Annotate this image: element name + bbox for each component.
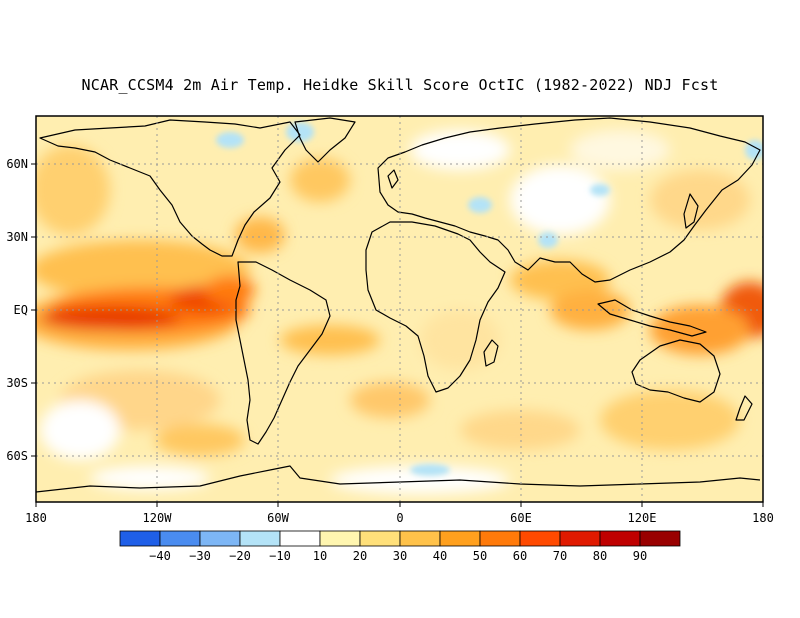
lat-label: 30S <box>6 376 28 390</box>
lat-label: 60S <box>6 449 28 463</box>
colorbar-swatch <box>519 530 561 547</box>
colorbar-swatch <box>279 530 321 547</box>
new-zealand-outline <box>735 395 753 421</box>
lat-label: 60N <box>6 157 28 171</box>
colorbar-swatch <box>399 530 441 547</box>
south-america-outline <box>235 261 331 445</box>
europe-asia-outline <box>377 117 761 283</box>
colorbar-swatch <box>199 530 241 547</box>
colorbar-swatch <box>239 530 281 547</box>
colorbar-swatch <box>559 530 601 547</box>
colorbar-label: −30 <box>189 549 211 563</box>
lon-label: 0 <box>396 511 403 525</box>
colorbar-swatch <box>159 530 201 547</box>
colorbar-label: 40 <box>433 549 447 563</box>
lon-label: 120W <box>143 511 173 525</box>
colorbar-label: 10 <box>313 549 327 563</box>
north-america-outline <box>39 119 301 257</box>
colorbar-swatch <box>359 530 401 547</box>
lon-label: 120E <box>628 511 657 525</box>
graticule <box>36 116 763 502</box>
greenland-outline <box>294 117 356 163</box>
longitude-labels: 180 120W 60W 0 60E 120E 180 <box>25 511 774 525</box>
antarctica-outline <box>36 465 761 493</box>
colorbar-label: 50 <box>473 549 487 563</box>
africa-outline <box>365 221 506 393</box>
colorbar-label: −20 <box>229 549 251 563</box>
japan-outline <box>683 193 699 229</box>
colorbar-label: −40 <box>149 549 171 563</box>
madagascar-outline <box>483 339 499 367</box>
lat-label: EQ <box>14 303 28 317</box>
colorbar-label: 60 <box>513 549 527 563</box>
lon-label: 180 <box>752 511 774 525</box>
colorbar: −40 −30 −20 −10 10 20 30 40 50 60 70 80 90 <box>119 530 681 563</box>
colorbar-swatch <box>439 530 481 547</box>
axis-ticks <box>31 163 764 507</box>
lon-label: 60E <box>510 511 532 525</box>
uk-outline <box>387 169 399 189</box>
lon-label: 60W <box>267 511 289 525</box>
colorbar-swatch <box>599 530 641 547</box>
colorbar-swatch <box>119 530 161 547</box>
colorbar-label: 90 <box>633 549 647 563</box>
colorbar-label: 70 <box>553 549 567 563</box>
colorbar-label: 20 <box>353 549 367 563</box>
colorbar-swatch <box>319 530 361 547</box>
colorbar-swatch <box>479 530 521 547</box>
lat-label: 30N <box>6 230 28 244</box>
australia-outline <box>631 339 721 403</box>
latitude-labels: 60N 30N EQ 30S 60S <box>6 157 28 463</box>
coastlines <box>36 117 761 493</box>
colorbar-label: 30 <box>393 549 407 563</box>
lon-label: 180 <box>25 511 47 525</box>
chart-title: NCAR_CCSM4 2m Air Temp. Heidke Skill Sco… <box>81 76 719 94</box>
colorbar-label: 80 <box>593 549 607 563</box>
colorbar-swatch <box>639 530 681 547</box>
colorbar-label: −10 <box>269 549 291 563</box>
